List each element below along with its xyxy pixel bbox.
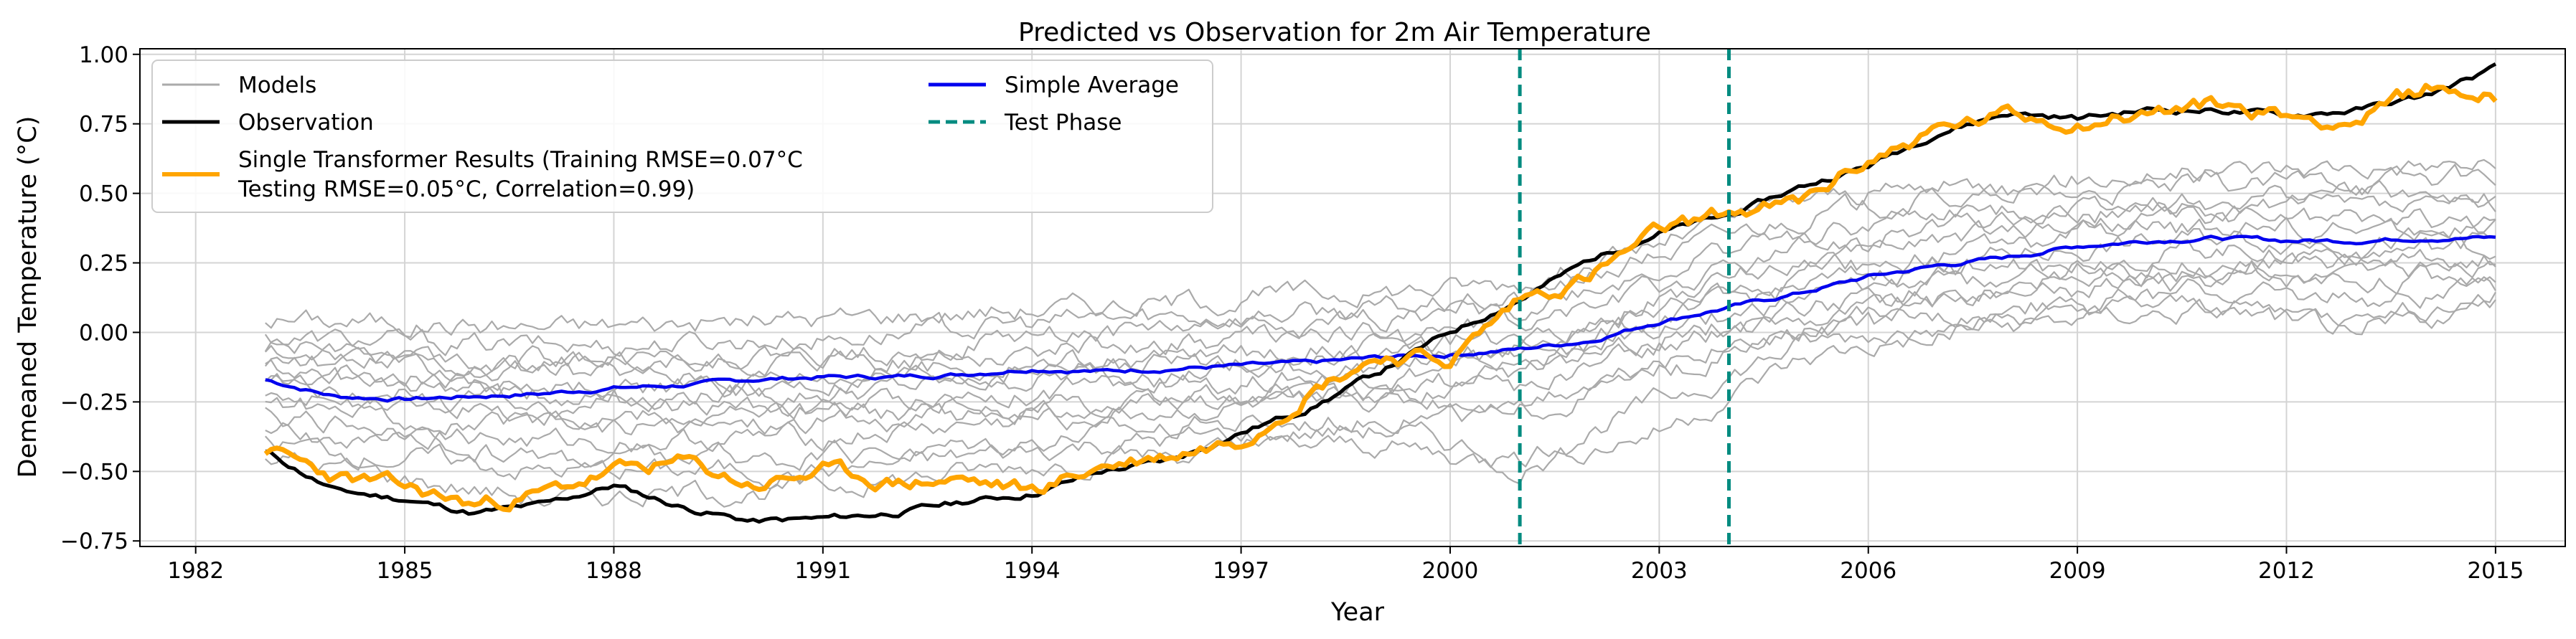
y-tick-label: −0.25 — [60, 389, 128, 415]
test-phase-lines — [1518, 49, 1731, 546]
legend-label-models: Models — [238, 72, 316, 98]
y-axis-title: Demeaned Temperature (°C) — [14, 116, 42, 478]
model-series-line — [265, 236, 2496, 420]
x-tick-label: 1988 — [586, 558, 642, 584]
x-tick-label: 1985 — [377, 558, 433, 584]
legend-label-simple-average: Simple Average — [1005, 72, 1179, 98]
x-tick-label: 2000 — [1422, 558, 1479, 584]
model-series-line — [264, 206, 2496, 393]
legend-label-observation: Observation — [238, 110, 374, 136]
x-tick-label: 2006 — [1840, 558, 1896, 584]
x-tick-label: 2015 — [2467, 558, 2524, 584]
x-tick-label: 1982 — [167, 558, 224, 584]
y-tick-label: 0.75 — [79, 112, 128, 138]
legend-box — [151, 60, 1213, 213]
y-tick-label: 0.50 — [79, 181, 128, 207]
y-tick-label: −0.75 — [60, 529, 128, 554]
model-series-line — [265, 264, 2496, 454]
x-axis-title: Year — [1330, 598, 1385, 627]
legend: Models Observation Single Transformer Re… — [151, 60, 1213, 213]
y-tick-label: 0.25 — [79, 251, 128, 277]
simple-average-line — [265, 235, 2496, 403]
x-tick-label: 1994 — [1004, 558, 1061, 584]
model-series-line — [265, 216, 2496, 403]
y-axis-ticks: −0.75 −0.50 −0.25 0.00 0.25 0.50 0.75 1.00 — [60, 42, 140, 554]
model-series-line — [264, 164, 2496, 357]
model-series-line — [265, 258, 2496, 436]
x-tick-label: 2003 — [1631, 558, 1688, 584]
model-series-line — [265, 158, 2496, 339]
x-tick-label: 2009 — [2049, 558, 2106, 584]
legend-label-test-phase: Test Phase — [1004, 110, 1122, 136]
x-axis-ticks: 1982 1985 1988 1991 1994 1997 2000 2003 2006 2009… — [167, 546, 2524, 584]
data-series-group — [263, 62, 2498, 524]
model-series-line — [264, 291, 2496, 490]
model-series-line — [264, 180, 2496, 374]
legend-label-transformer: Single Transformer Results (Training RMS… — [238, 147, 803, 173]
x-tick-label: 1991 — [794, 558, 851, 584]
single-transformer-results-line — [263, 82, 2498, 513]
x-tick-label: 1997 — [1213, 558, 1269, 584]
model-series-line — [265, 194, 2496, 377]
model-series-line — [265, 276, 2496, 471]
model-series-line — [265, 294, 2496, 508]
y-tick-label: 0.00 — [79, 320, 128, 346]
y-tick-label: −0.50 — [60, 459, 128, 485]
plot-frame — [139, 48, 2566, 547]
legend-label-transformer-line2: Testing RMSE=0.05°C, Correlation=0.99) — [238, 176, 695, 202]
observation-line — [265, 62, 2497, 524]
y-tick-label: 1.00 — [79, 42, 128, 68]
x-tick-label: 2012 — [2258, 558, 2315, 584]
chart-title: Predicted vs Observation for 2m Air Temp… — [1018, 18, 1651, 47]
